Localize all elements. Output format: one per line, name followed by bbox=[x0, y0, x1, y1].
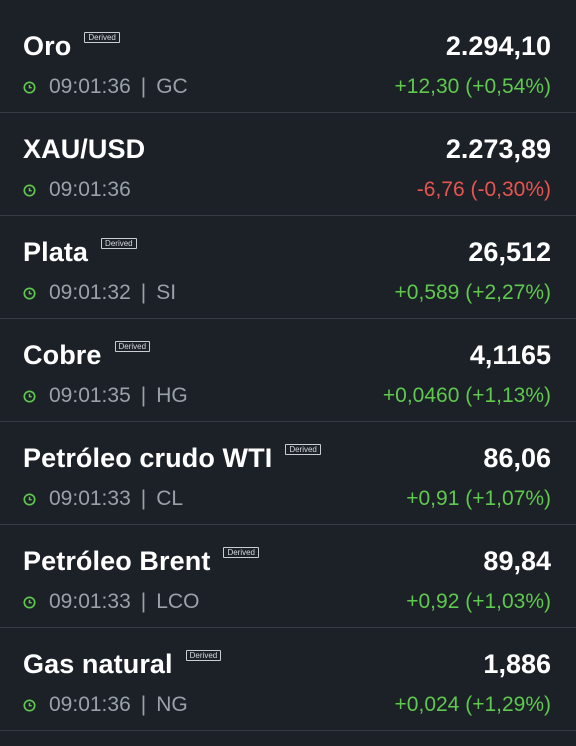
quote-time: 09:01:33 bbox=[49, 590, 131, 613]
quote-meta: 09:01:33 | LCO bbox=[23, 588, 199, 616]
quote-time: 09:01:32 bbox=[49, 281, 131, 304]
derived-badge: Derived bbox=[101, 238, 137, 249]
last-price: 2.273,89 bbox=[445, 134, 551, 164]
ticker-symbol: NG bbox=[156, 693, 188, 716]
quote-meta: 09:01:36 | GC bbox=[23, 73, 188, 101]
meta-separator: | bbox=[140, 384, 147, 407]
clock-icon bbox=[23, 183, 36, 197]
price-change: +0,92 (+1,03%) bbox=[406, 590, 551, 613]
price-change: +0,0460 (+1,13%) bbox=[382, 384, 551, 407]
quote-name-line: Cobre Derived bbox=[23, 337, 151, 373]
clock-icon bbox=[23, 80, 36, 94]
meta-separator: | bbox=[140, 590, 147, 613]
quote-row-xau-usd[interactable]: XAU/USD 2.273,89 09:01:36 -6,76 (-0,30%) bbox=[0, 113, 576, 216]
price-change: +0,024 (+1,29%) bbox=[394, 693, 551, 716]
ticker-symbol: GC bbox=[156, 75, 188, 98]
last-price: 1,886 bbox=[483, 649, 551, 679]
last-price: 86,06 bbox=[483, 443, 551, 473]
quote-row-gas-natural[interactable]: Gas natural Derived 1,886 09:01:36 | NG … bbox=[0, 628, 576, 731]
quote-row-cobre[interactable]: Cobre Derived 4,1165 09:01:35 | HG +0,04… bbox=[0, 319, 576, 422]
clock-icon bbox=[23, 595, 36, 609]
last-price: 26,512 bbox=[468, 237, 551, 267]
meta-separator: | bbox=[140, 75, 147, 98]
ticker-symbol: LCO bbox=[156, 590, 200, 613]
quote-time: 09:01:35 bbox=[49, 384, 131, 407]
quote-name-line: XAU/USD bbox=[23, 131, 145, 167]
instrument-name: Petróleo crudo WTI bbox=[23, 443, 273, 473]
last-price: 4,1165 bbox=[469, 340, 551, 370]
quote-row-oro[interactable]: Oro Derived 2.294,10 09:01:36 | GC +12,3… bbox=[0, 10, 576, 113]
quote-row-plata[interactable]: Plata Derived 26,512 09:01:32 | SI +0,58… bbox=[0, 216, 576, 319]
derived-badge: Derived bbox=[285, 444, 321, 455]
quote-name-line: Plata Derived bbox=[23, 234, 137, 270]
quote-meta: 09:01:36 | NG bbox=[23, 691, 188, 719]
quote-time: 09:01:33 bbox=[49, 487, 131, 510]
ticker-symbol: CL bbox=[156, 487, 184, 510]
quote-name-line: Petróleo crudo WTI Derived bbox=[23, 440, 321, 476]
quote-name-line: Gas natural Derived bbox=[23, 646, 222, 682]
quote-meta: 09:01:32 | SI bbox=[23, 279, 176, 307]
last-price: 2.294,10 bbox=[445, 31, 551, 61]
instrument-name: XAU/USD bbox=[23, 134, 146, 164]
clock-icon bbox=[23, 698, 36, 712]
clock-icon bbox=[23, 492, 36, 506]
derived-badge: Derived bbox=[84, 32, 120, 43]
derived-badge: Derived bbox=[223, 547, 260, 558]
quote-name-line: Petróleo Brent Derived bbox=[23, 543, 260, 579]
ticker-symbol: SI bbox=[156, 281, 177, 304]
meta-separator: | bbox=[140, 487, 147, 510]
quote-time: 09:01:36 bbox=[49, 75, 131, 98]
quote-row-brent[interactable]: Petróleo Brent Derived 89,84 09:01:33 | … bbox=[0, 525, 576, 628]
clock-icon bbox=[23, 286, 36, 300]
ticker-symbol: HG bbox=[156, 384, 188, 407]
price-change: -6,76 (-0,30%) bbox=[416, 178, 551, 201]
meta-separator: | bbox=[140, 693, 147, 716]
meta-separator: | bbox=[140, 281, 147, 304]
quote-time: 09:01:36 bbox=[49, 693, 131, 716]
quote-row-wti[interactable]: Petróleo crudo WTI Derived 86,06 09:01:3… bbox=[0, 422, 576, 525]
quote-name-line: Oro Derived bbox=[23, 28, 120, 64]
quote-time: 09:01:36 bbox=[49, 178, 131, 201]
price-change: +12,30 (+0,54%) bbox=[394, 75, 551, 98]
derived-badge: Derived bbox=[114, 341, 151, 352]
last-price: 89,84 bbox=[483, 546, 551, 576]
instrument-name: Plata bbox=[23, 237, 89, 267]
quote-meta: 09:01:36 bbox=[23, 176, 131, 204]
quote-meta: 09:01:33 | CL bbox=[23, 485, 183, 513]
instrument-name: Gas natural bbox=[23, 649, 173, 679]
clock-icon bbox=[23, 389, 36, 403]
instrument-name: Cobre bbox=[23, 340, 102, 370]
price-change: +0,589 (+2,27%) bbox=[394, 281, 551, 304]
derived-badge: Derived bbox=[185, 650, 222, 661]
price-change: +0,91 (+1,07%) bbox=[406, 487, 551, 510]
instrument-name: Oro bbox=[23, 31, 72, 61]
instrument-name: Petróleo Brent bbox=[23, 546, 211, 576]
quote-meta: 09:01:35 | HG bbox=[23, 382, 188, 410]
